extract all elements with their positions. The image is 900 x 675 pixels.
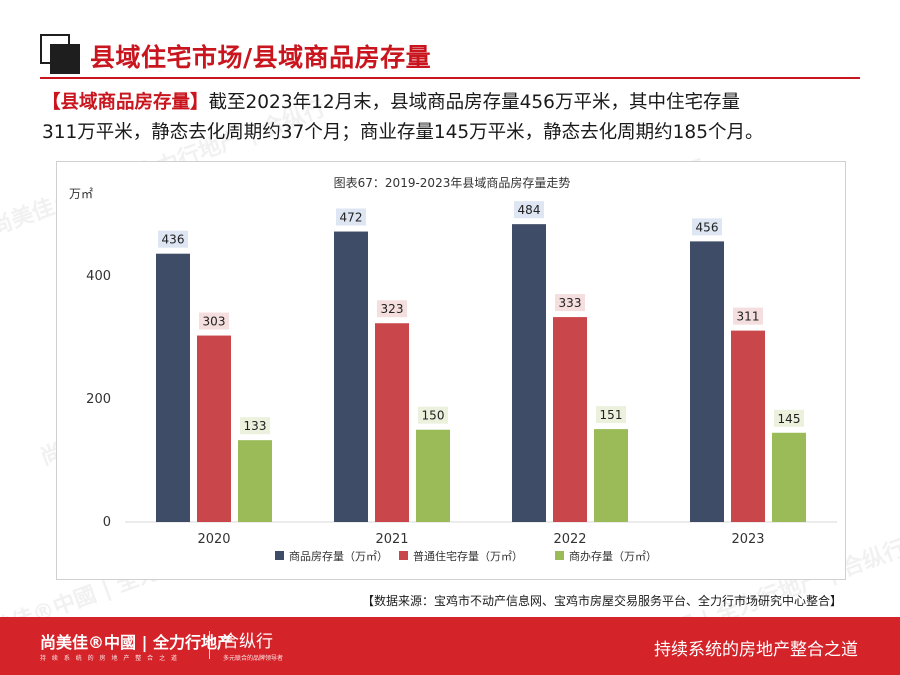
legend-label: 普通住宅存量（万㎡）	[413, 549, 523, 563]
bar	[512, 224, 546, 522]
data-label-box	[418, 406, 448, 424]
data-label-box	[774, 409, 804, 427]
bar	[156, 253, 190, 522]
footer-brand-secondary: 合纵行	[222, 632, 273, 652]
intro-tag: 【县域商品房存量】	[42, 92, 209, 113]
data-label: 484	[518, 203, 541, 217]
legend-swatch	[555, 551, 564, 560]
legend-swatch	[275, 551, 284, 560]
data-source: 【数据来源：宝鸡市不动产信息网、宝鸡市房屋交易服务平台、全力行市场研究中心整合】	[361, 594, 842, 608]
data-label-box	[158, 230, 188, 248]
data-label: 150	[422, 409, 445, 423]
bar	[594, 429, 628, 522]
data-label-box	[240, 417, 270, 435]
data-label: 333	[559, 296, 582, 310]
data-label-box	[596, 406, 626, 424]
footer-divider	[209, 631, 210, 659]
data-label-box	[733, 307, 763, 325]
data-label-box	[377, 300, 407, 318]
data-label-box	[555, 294, 585, 312]
data-label: 151	[600, 408, 623, 422]
bar	[772, 432, 806, 522]
data-label-box	[514, 201, 544, 219]
data-label: 145	[778, 412, 801, 426]
footer-brand-primary-sub: 持 续 系 统 的 房 地 产 整 合 之 道	[40, 655, 179, 662]
bar	[416, 429, 450, 522]
intro-line-1: 截至2023年12月末，县域商品房存量456万平米，其中住宅存量	[208, 92, 740, 113]
bar	[197, 335, 231, 522]
header-square-icon	[40, 34, 80, 74]
footer-bar: 尚美佳®中國 | 全力行地产 持 续 系 统 的 房 地 产 整 合 之 道 合…	[0, 617, 900, 675]
bar	[334, 231, 368, 522]
legend-swatch	[399, 551, 408, 560]
legend-label: 商办存量（万㎡）	[569, 549, 657, 563]
data-label: 133	[244, 419, 267, 433]
data-label-box	[336, 208, 366, 226]
footer-slogan: 持续系统的房地产整合之道	[654, 640, 858, 660]
y-tick-label: 200	[86, 392, 111, 407]
intro-paragraph: 【县域商品房存量】截至2023年12月末，县域商品房存量456万平米，其中住宅存…	[42, 88, 862, 148]
bar	[238, 440, 272, 522]
bar	[731, 330, 765, 522]
data-label: 311	[737, 310, 760, 324]
chart-frame: 图表67：2019-2023年县域商品房存量走势万㎡ 0 200 400 436 303 1…	[56, 161, 846, 580]
y-tick-label: 0	[103, 515, 111, 530]
header-divider	[40, 77, 860, 79]
page-title: 县域住宅市场/县域商品房存量	[90, 43, 432, 72]
x-tick-label: 2023	[731, 532, 764, 547]
bar	[553, 317, 587, 522]
footer-brand-primary: 尚美佳®中國 | 全力行地产	[40, 633, 233, 652]
y-axis-unit: 万㎡	[69, 187, 93, 201]
bar	[690, 241, 724, 522]
data-label-box	[199, 312, 229, 330]
intro-line-2: 311万平米，静态去化周期约37个月；商业存量145万平米，静态去化周期约185…	[42, 122, 764, 143]
x-tick-label: 2021	[375, 532, 408, 547]
x-tick-label: 2022	[553, 532, 586, 547]
data-label: 436	[162, 233, 185, 247]
data-label: 456	[696, 220, 719, 234]
x-tick-label: 2020	[197, 532, 230, 547]
data-label: 472	[340, 211, 363, 225]
y-tick-label: 400	[86, 269, 111, 284]
data-label-box	[692, 218, 722, 236]
chart-title: 图表67：2019-2023年县域商品房存量走势	[334, 175, 571, 190]
data-label: 323	[381, 302, 404, 316]
bar	[375, 323, 409, 522]
footer-brand-secondary-sub: 多元联合的品牌领导者	[223, 655, 284, 662]
data-label: 303	[203, 315, 226, 329]
legend-label: 商品房存量（万㎡）	[289, 549, 388, 563]
